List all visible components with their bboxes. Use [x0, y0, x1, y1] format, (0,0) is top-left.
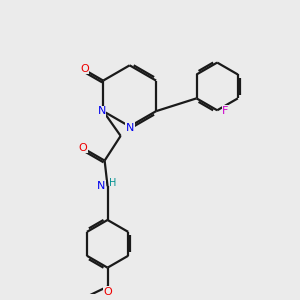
Text: O: O: [80, 64, 89, 74]
Text: O: O: [103, 287, 112, 297]
Text: F: F: [222, 106, 229, 116]
Text: N: N: [98, 106, 106, 116]
Text: H: H: [109, 178, 116, 188]
Text: O: O: [79, 143, 87, 153]
Text: N: N: [97, 181, 105, 190]
Text: N: N: [126, 123, 134, 133]
